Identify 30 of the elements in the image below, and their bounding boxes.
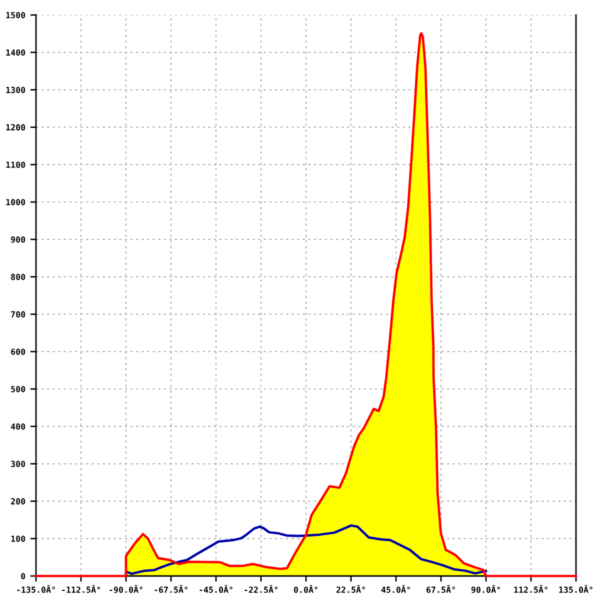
x-tick-label: 90.0Â° xyxy=(471,585,500,593)
y-tick-label: 1200 xyxy=(6,124,26,130)
y-tick-label: 100 xyxy=(11,536,26,542)
y-tick-label: 500 xyxy=(11,386,26,392)
x-tick-label: 112.5Â° xyxy=(514,585,548,593)
x-tick-label: -135.0Â° xyxy=(17,585,55,593)
y-tick-label: 800 xyxy=(11,274,26,280)
x-tick-label: 135.0Â° xyxy=(559,585,592,593)
x-tick-label: 22.5Â° xyxy=(336,585,365,593)
y-tick-label: 700 xyxy=(11,311,26,318)
x-tick-label: -112.5Â° xyxy=(62,585,100,593)
y-tick-label: 1400 xyxy=(6,49,26,56)
y-tick-label: 600 xyxy=(11,348,26,355)
line-series xyxy=(124,524,488,578)
x-tick-label: 67.5Â° xyxy=(426,585,455,593)
x-tick-label: -90.0Â° xyxy=(110,585,142,593)
y-tick-label: 0 xyxy=(21,572,26,580)
y-tick-label: 1000 xyxy=(6,198,26,206)
y-tick-label: 1100 xyxy=(6,162,26,168)
y-tick-label: 900 xyxy=(10,236,26,243)
x-tick-label: 0.0Â° xyxy=(294,585,318,593)
y-tick-label: 1300 xyxy=(6,86,26,94)
y-tick-label: 300 xyxy=(11,460,26,468)
y-tick-label: 400 xyxy=(10,423,26,430)
y-tick-label: 1500 xyxy=(6,12,26,18)
x-tick-label: -22.5Â° xyxy=(244,585,278,593)
x-tick-label: -67.5Â° xyxy=(154,585,188,593)
x-tick-label: 45.0Â° xyxy=(381,585,410,593)
x-tick-label: -45.0Â° xyxy=(200,585,232,593)
y-tick-label: 200 xyxy=(11,498,26,504)
